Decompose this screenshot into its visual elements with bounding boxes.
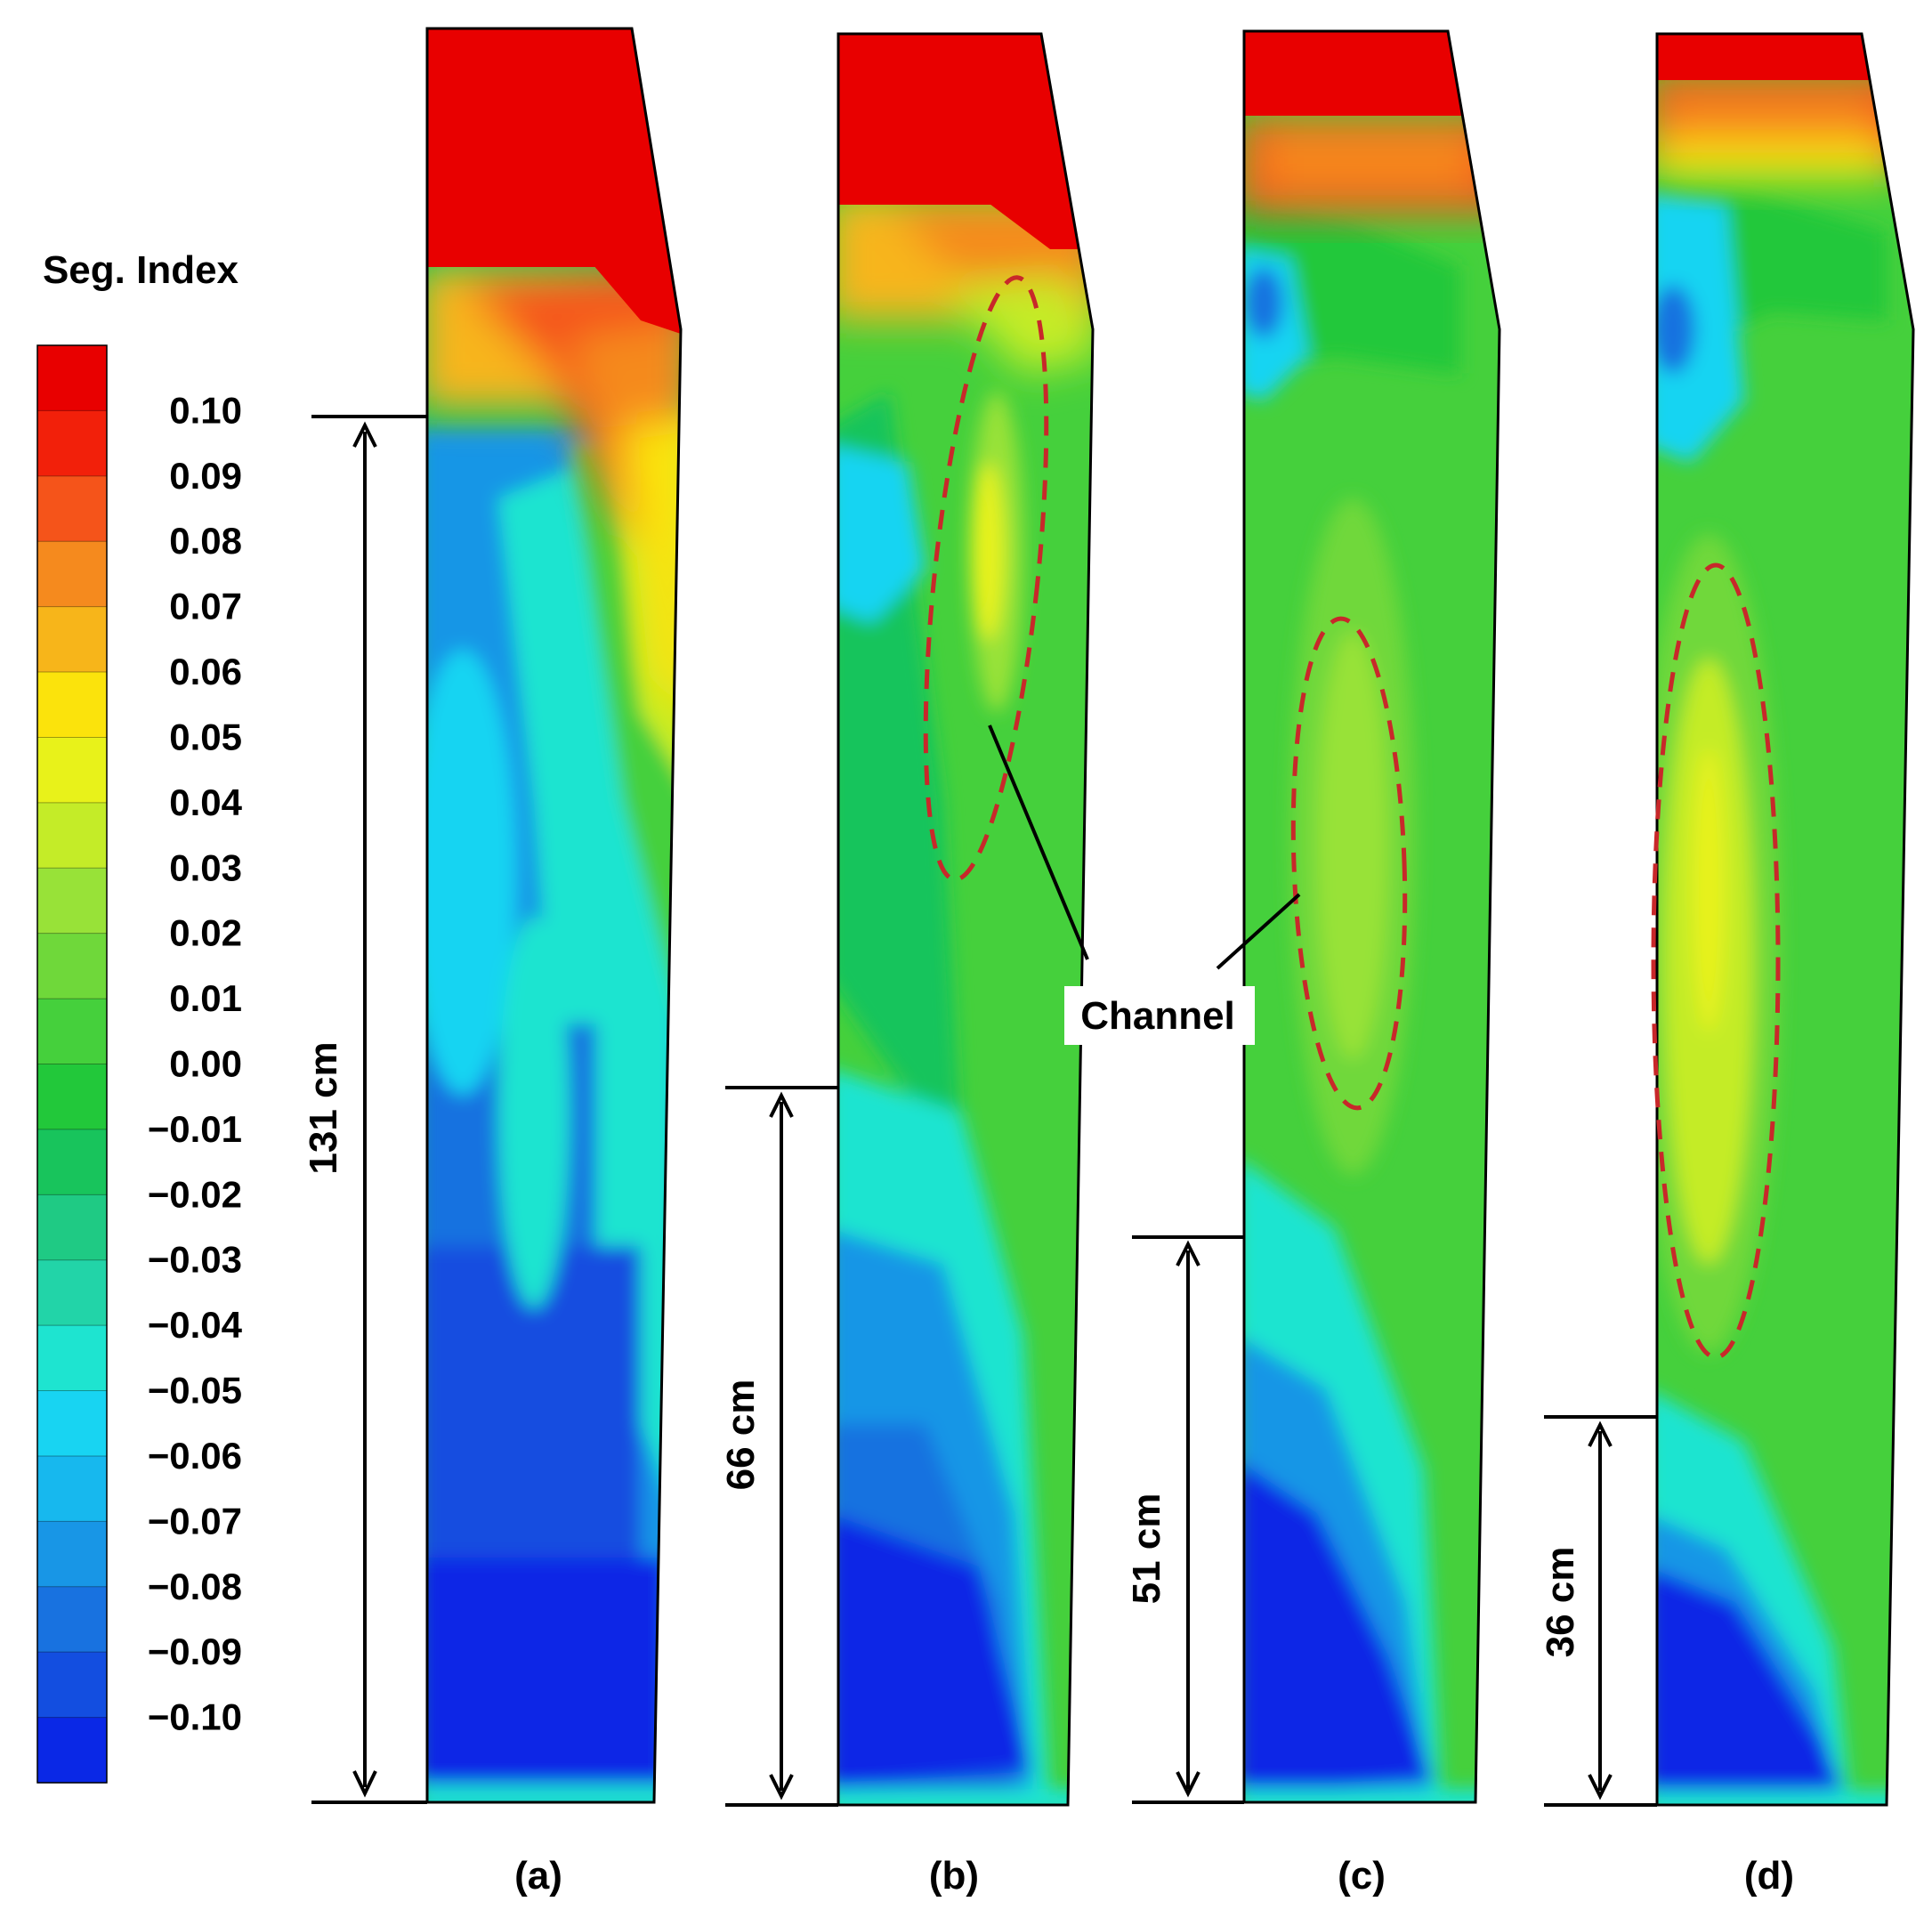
legend-swatch xyxy=(37,1586,107,1653)
legend-swatch xyxy=(37,737,107,804)
legend-tick-label: −0.06 xyxy=(148,1435,242,1477)
legend-tick-label: 0.03 xyxy=(169,846,242,888)
panel-d xyxy=(1651,32,1915,1807)
legend-tick-label: 0.09 xyxy=(169,455,242,497)
dimension-a xyxy=(311,415,427,1804)
panel-c-label: (c) xyxy=(1338,1854,1386,1898)
legend-tick-label: 0.02 xyxy=(169,912,242,954)
dimension-d xyxy=(1544,1415,1657,1807)
legend-title: Seg. Index xyxy=(43,248,239,292)
legend-colorbar xyxy=(36,344,108,1784)
dimension-c xyxy=(1132,1235,1244,1804)
panel-d-contour xyxy=(1657,34,1913,1805)
legend-tick-label: 0.04 xyxy=(169,781,242,823)
channel-label: Channel xyxy=(1080,994,1235,1038)
legend-swatch xyxy=(37,541,107,608)
panel-c-channel-outline xyxy=(1290,616,1408,1111)
panel-d-channel-outline xyxy=(1651,562,1781,1360)
legend-tick-label: −0.02 xyxy=(148,1173,242,1215)
legend-tick-labels: 0.10 0.09 0.08 0.07 0.06 0.05 0.04 0.03 0.02 0.01… xyxy=(148,389,243,1737)
legend-swatch xyxy=(37,1259,107,1326)
panel-b-contour xyxy=(838,34,1093,1805)
legend-tick-label: 0.07 xyxy=(169,586,242,627)
legend-swatch xyxy=(37,672,107,739)
legend-swatch xyxy=(37,475,107,542)
legend-tick-label: 0.01 xyxy=(169,977,242,1019)
legend-swatch xyxy=(37,606,107,673)
legend-tick-label: −0.07 xyxy=(148,1500,242,1542)
dimension-d-label: 36 cm xyxy=(1539,1547,1582,1658)
legend-swatch xyxy=(37,1064,107,1130)
legend-swatch xyxy=(37,1129,107,1195)
legend-frame xyxy=(36,344,108,1784)
legend-swatch xyxy=(37,1521,107,1588)
dimension-c-label: 51 cm xyxy=(1125,1493,1168,1605)
panel-c xyxy=(1242,29,1501,1804)
legend-swatch xyxy=(37,933,107,999)
legend-swatch xyxy=(37,999,107,1065)
legend-swatch xyxy=(37,1390,107,1457)
legend-tick-label: −0.04 xyxy=(148,1304,243,1346)
legend-swatch xyxy=(37,868,107,935)
legend-tick-label: 0.08 xyxy=(169,520,242,562)
legend-tick-label: 0.05 xyxy=(169,716,242,757)
legend-tick-label: −0.10 xyxy=(148,1696,242,1738)
legend-swatch xyxy=(37,1652,107,1719)
panel-b-channel-outline xyxy=(923,275,1049,882)
legend-swatch xyxy=(37,1717,107,1784)
legend-tick-label: 0.10 xyxy=(169,389,242,431)
channel-callout: Channel xyxy=(988,724,1301,1045)
panel-b-label: (b) xyxy=(929,1854,979,1898)
legend-tick-label: −0.01 xyxy=(148,1108,242,1150)
panel-d-label: (d) xyxy=(1744,1854,1794,1898)
panel-a xyxy=(425,27,683,1804)
legend-tick-label: −0.05 xyxy=(148,1370,242,1412)
legend-tick-label: −0.08 xyxy=(148,1566,242,1607)
panel-a-label: (a) xyxy=(514,1854,562,1898)
legend-swatch xyxy=(37,802,107,869)
panel-c-contour xyxy=(1244,31,1500,1802)
legend-swatch xyxy=(37,1455,107,1522)
legend-tick-label: 0.00 xyxy=(169,1043,242,1085)
panel-b xyxy=(837,32,1095,1807)
dimension-b xyxy=(725,1086,838,1807)
legend-swatch xyxy=(37,1325,107,1392)
legend-swatch xyxy=(37,345,107,412)
panel-a-contour xyxy=(427,28,681,1802)
legend-swatch xyxy=(37,410,107,477)
legend-swatch xyxy=(37,1194,107,1261)
legend-tick-label: −0.09 xyxy=(148,1631,242,1672)
dimension-a-label: 131 cm xyxy=(302,1041,345,1174)
legend: Seg. Index 0.100.090.080.070.060.050.040… xyxy=(36,248,243,1784)
dimension-b-label: 66 cm xyxy=(719,1380,763,1491)
legend-tick-label: −0.03 xyxy=(148,1239,242,1281)
legend-tick-label: 0.06 xyxy=(169,651,242,692)
